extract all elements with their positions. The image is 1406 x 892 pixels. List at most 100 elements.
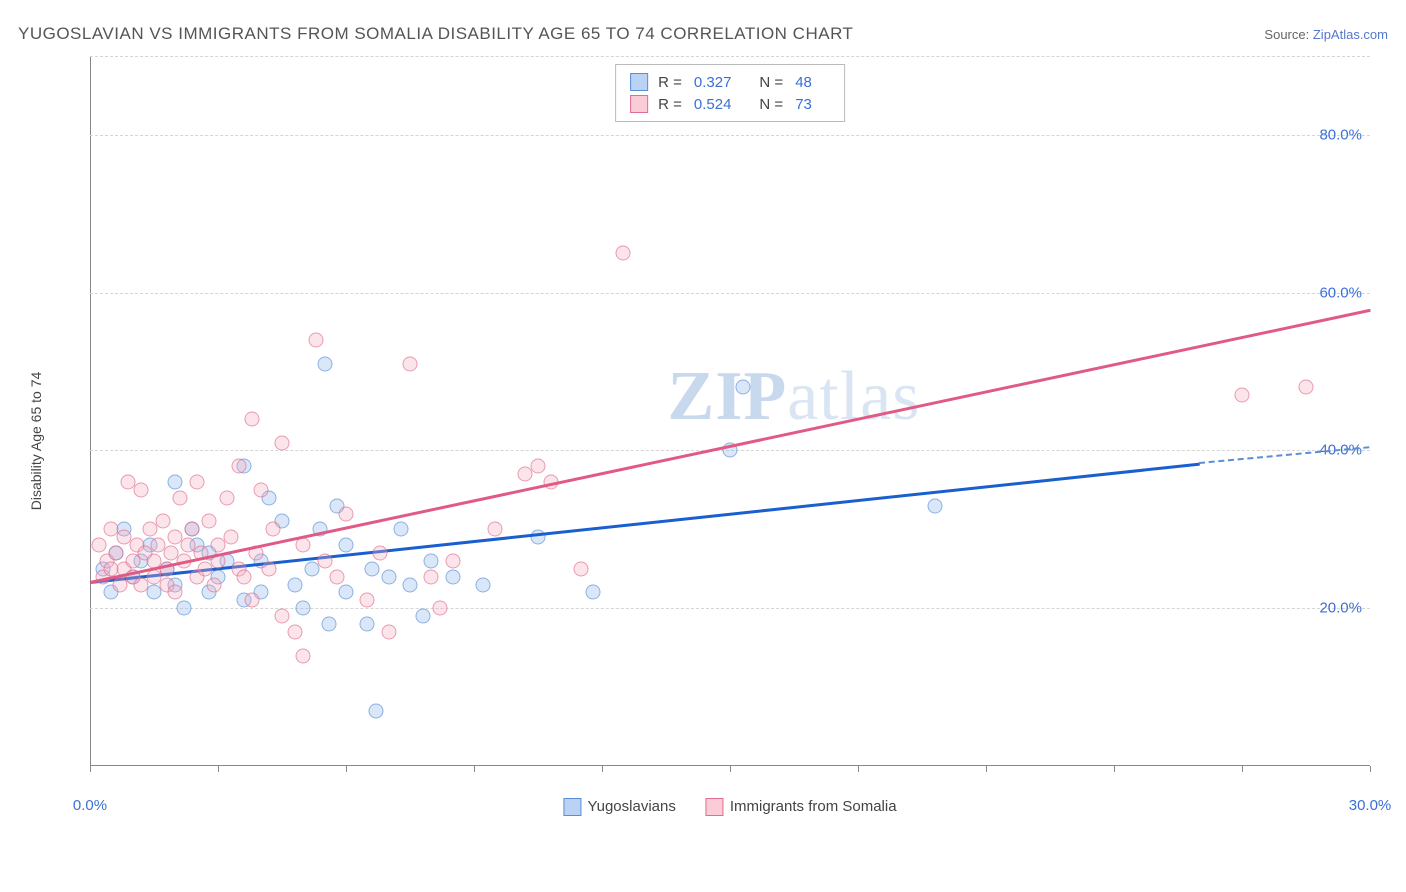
legend-row: R =0.327N =48 [630, 71, 830, 93]
data-point [287, 624, 302, 639]
data-point [232, 459, 247, 474]
chart-area: Disability Age 65 to 74 ZIPatlas R =0.32… [50, 56, 1370, 826]
x-tick [1242, 766, 1243, 772]
data-point [927, 498, 942, 513]
data-point [381, 624, 396, 639]
data-point [1299, 380, 1314, 395]
legend-swatch [563, 798, 581, 816]
x-tick [218, 766, 219, 772]
y-tick-label: 80.0% [1319, 126, 1362, 143]
data-point [445, 569, 460, 584]
legend-r-label: R = [658, 96, 682, 113]
data-point [735, 380, 750, 395]
trend-line [90, 462, 1200, 583]
data-point [424, 569, 439, 584]
data-point [368, 703, 383, 718]
data-point [168, 585, 183, 600]
y-axis-label: Disability Age 65 to 74 [28, 372, 44, 511]
data-point [185, 522, 200, 537]
legend-item: Immigrants from Somalia [706, 798, 897, 816]
gridline [90, 56, 1370, 57]
x-tick-label: 30.0% [1349, 797, 1392, 814]
data-point [403, 577, 418, 592]
legend-r-label: R = [658, 74, 682, 91]
watermark: ZIPatlas [668, 357, 921, 437]
data-point [108, 546, 123, 561]
data-point [176, 601, 191, 616]
data-point [317, 553, 332, 568]
data-point [432, 601, 447, 616]
correlation-legend: R = 0.327 N = 48 R =0.524N =73 [615, 64, 845, 122]
legend-swatch [630, 95, 648, 113]
data-point [488, 522, 503, 537]
x-tick [474, 766, 475, 772]
legend-n-label: N = [759, 96, 783, 113]
x-tick [346, 766, 347, 772]
data-point [189, 475, 204, 490]
legend-r-value: 0.327 [694, 74, 732, 91]
data-point [1235, 388, 1250, 403]
data-point [445, 553, 460, 568]
data-point [360, 617, 375, 632]
data-point [586, 585, 601, 600]
data-point [296, 538, 311, 553]
data-point [373, 546, 388, 561]
data-point [475, 577, 490, 592]
data-point [296, 648, 311, 663]
legend-label: Yugoslavians [587, 798, 675, 815]
data-point [223, 530, 238, 545]
x-tick [1114, 766, 1115, 772]
data-point [394, 522, 409, 537]
gridline [90, 293, 1370, 294]
data-point [339, 585, 354, 600]
y-tick-label: 20.0% [1319, 600, 1362, 617]
data-point [275, 609, 290, 624]
data-point [262, 561, 277, 576]
data-point [339, 506, 354, 521]
plot-region: ZIPatlas R =0.327N =48R =0.524N =73 Yugo… [90, 56, 1370, 766]
x-tick [858, 766, 859, 772]
x-tick [730, 766, 731, 772]
data-point [360, 593, 375, 608]
data-point [403, 356, 418, 371]
source-attribution: Source: ZipAtlas.com [1264, 27, 1388, 42]
data-point [309, 333, 324, 348]
source-link[interactable]: ZipAtlas.com [1313, 27, 1388, 42]
data-point [202, 514, 217, 529]
data-point [531, 459, 546, 474]
data-point [219, 490, 234, 505]
data-point [168, 475, 183, 490]
x-tick [602, 766, 603, 772]
y-tick-label: 60.0% [1319, 284, 1362, 301]
x-tick [986, 766, 987, 772]
data-point [266, 522, 281, 537]
series-legend: Yugoslavians Immigrants from Somalia [563, 798, 896, 816]
data-point [253, 482, 268, 497]
x-tick [90, 766, 91, 772]
data-point [321, 617, 336, 632]
x-tick-label: 0.0% [73, 797, 107, 814]
legend-row: R =0.524N =73 [630, 93, 830, 115]
gridline [90, 135, 1370, 136]
data-point [339, 538, 354, 553]
data-point [573, 561, 588, 576]
legend-label: Immigrants from Somalia [730, 798, 897, 815]
data-point [616, 246, 631, 261]
data-point [415, 609, 430, 624]
data-point [275, 435, 290, 450]
chart-header: YUGOSLAVIAN VS IMMIGRANTS FROM SOMALIA D… [18, 24, 1388, 44]
legend-item: Yugoslavians [563, 798, 675, 816]
data-point [287, 577, 302, 592]
legend-swatch [706, 798, 724, 816]
legend-swatch [630, 73, 648, 91]
data-point [245, 411, 260, 426]
legend-n-value: 48 [795, 74, 812, 91]
data-point [172, 490, 187, 505]
data-point [245, 593, 260, 608]
data-point [155, 514, 170, 529]
data-point [296, 601, 311, 616]
data-point [424, 553, 439, 568]
chart-title: YUGOSLAVIAN VS IMMIGRANTS FROM SOMALIA D… [18, 24, 853, 44]
data-point [91, 538, 106, 553]
y-axis [90, 56, 91, 766]
